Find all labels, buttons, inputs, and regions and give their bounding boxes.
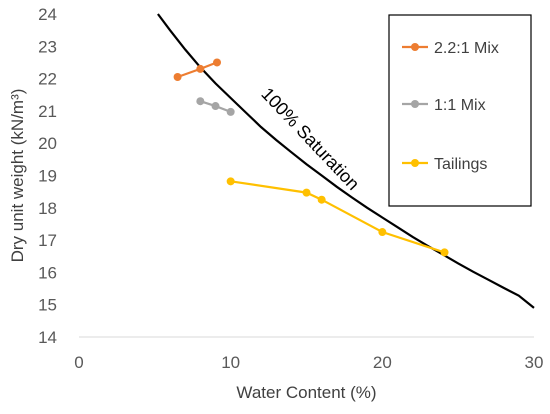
y-tick-label: 23	[38, 37, 57, 56]
data-point	[196, 64, 205, 73]
saturation-curve	[157, 13, 535, 309]
data-point	[226, 107, 235, 116]
data-point	[226, 177, 235, 186]
y-axis-title: Dry unit weight (kN/m³)	[8, 89, 27, 263]
legend-entry-label: 2.2:1 Mix	[434, 40, 499, 57]
legend-swatch-marker	[411, 43, 419, 51]
y-tick-labels: 14 15 16 17 18 19 20 21 22 23 24	[38, 5, 57, 347]
y-tick-label: 15	[38, 296, 57, 315]
x-tick-label: 30	[525, 353, 544, 372]
y-tick-label: 21	[38, 102, 57, 121]
x-axis-title: Water Content (%)	[236, 383, 376, 402]
legend-entry-label: Tailings	[434, 156, 487, 173]
legend: 2.2:1 Mix 1:1 Mix Tailings	[388, 14, 532, 207]
y-tick-label: 19	[38, 167, 57, 186]
x-tick-labels: 0 10 20 30	[74, 353, 543, 372]
y-tick-label: 18	[38, 199, 57, 218]
y-tick-label: 24	[38, 5, 57, 24]
data-point	[196, 97, 205, 106]
saturation-curve-layer	[157, 13, 535, 309]
series-layer	[173, 58, 449, 257]
y-tick-label: 14	[38, 328, 57, 347]
x-tick-label: 10	[221, 353, 240, 372]
data-point	[378, 228, 387, 237]
data-point	[173, 72, 182, 81]
y-tick-label: 22	[38, 70, 57, 89]
legend-swatch-marker	[411, 159, 419, 167]
data-point	[213, 58, 222, 67]
x-tick-label: 20	[373, 353, 392, 372]
legend-swatch-marker	[411, 100, 419, 108]
y-tick-label: 20	[38, 134, 57, 153]
x-tick-label: 0	[74, 353, 83, 372]
data-point	[317, 195, 326, 204]
data-point	[302, 188, 311, 197]
y-tick-label: 17	[38, 231, 57, 250]
data-point	[440, 248, 449, 257]
legend-entry-label: 1:1 Mix	[434, 97, 486, 114]
data-point	[211, 102, 220, 111]
y-tick-label: 16	[38, 263, 57, 282]
